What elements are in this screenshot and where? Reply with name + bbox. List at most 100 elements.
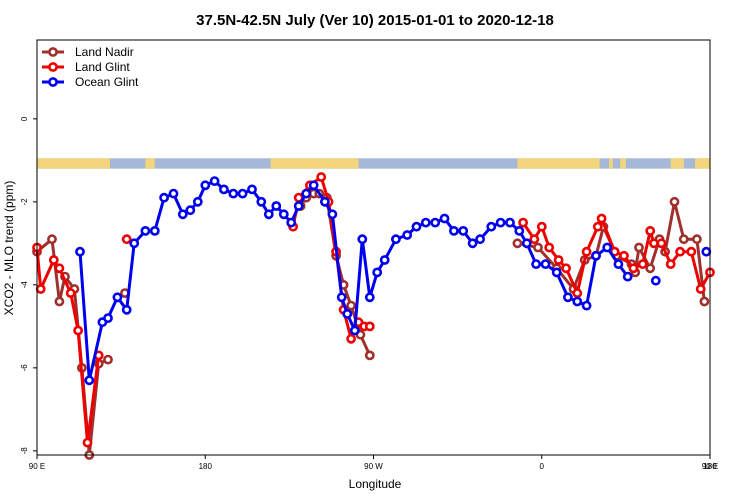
x-tick-label: 90 E (29, 462, 45, 471)
data-point (420, 217, 431, 228)
data-point (390, 234, 401, 245)
data-point (411, 221, 422, 232)
data-point (47, 234, 57, 245)
x-tick-label: 180 (703, 462, 717, 471)
y-tick-label: -6 (20, 364, 29, 372)
data-point (686, 246, 697, 257)
data-point (349, 325, 360, 336)
data-point (592, 221, 603, 232)
data-point (327, 209, 338, 220)
x-tick-label: 180 (199, 462, 213, 471)
land-patch (145, 158, 155, 169)
legend-item: Ocean Glint (42, 75, 139, 89)
data-point (228, 188, 239, 199)
ocean-strip (37, 158, 710, 169)
data-point (645, 263, 656, 274)
data-point (551, 267, 562, 278)
data-point (536, 221, 547, 232)
series-line (35, 247, 101, 445)
data-point (372, 267, 383, 278)
data-point (308, 180, 319, 191)
x-tick-label: 0 (540, 462, 545, 471)
data-point (293, 201, 304, 211)
data-point (168, 188, 179, 199)
data-point (129, 238, 140, 249)
y-tick-label: -2 (20, 198, 29, 206)
land-patch (620, 158, 626, 169)
land-patch (517, 158, 600, 169)
data-point (140, 225, 151, 236)
data-point (149, 225, 160, 236)
chart-title: 37.5N-42.5N July (Ver 10) 2015-01-01 to … (196, 12, 554, 29)
x-tick-label: 90 E (702, 462, 718, 471)
land-patch (37, 158, 110, 169)
data-point (342, 308, 353, 319)
data-point (84, 375, 95, 386)
data-point (521, 238, 532, 249)
data-point (591, 250, 601, 261)
series-land-glint (32, 172, 715, 448)
data-point (669, 196, 680, 207)
data-point (75, 246, 85, 257)
y-axis-label: XCO2 - MLO trend (ppm) (2, 181, 16, 316)
data-point (121, 234, 132, 245)
legend-item: Land Nadir (42, 45, 134, 59)
data-point (656, 238, 667, 249)
data-point (533, 242, 543, 253)
data-point (263, 209, 274, 220)
series-layer (32, 172, 715, 460)
data-point (65, 288, 76, 298)
legend-label: Land Nadir (75, 45, 134, 59)
data-point (619, 250, 629, 261)
data-point (192, 196, 203, 207)
data-point (185, 205, 196, 216)
data-point (379, 255, 390, 265)
data-point (346, 300, 356, 311)
data-point (514, 225, 525, 236)
data-point (402, 230, 413, 240)
series-ocean-glint (75, 176, 712, 386)
x-axis-label: Longitude (349, 477, 402, 491)
data-point (82, 437, 93, 448)
data-point (439, 213, 450, 224)
data-point (634, 242, 644, 253)
data-point (602, 242, 613, 253)
legend-marker (48, 77, 58, 87)
data-point (35, 284, 46, 294)
data-point (364, 350, 375, 361)
data-point (701, 246, 712, 257)
land-patch (695, 158, 710, 169)
data-point (563, 292, 573, 303)
data-point (237, 188, 248, 199)
data-point (301, 188, 312, 199)
data-point (518, 217, 528, 228)
y-axis: 0 -2 -4 -6 -8 (20, 116, 37, 454)
data-point (271, 201, 282, 211)
data-point (699, 296, 710, 307)
data-point (572, 288, 583, 298)
series-line (521, 217, 712, 295)
data-point (364, 292, 375, 303)
data-point (486, 221, 497, 232)
legend-label: Ocean Glint (75, 75, 139, 89)
data-point (218, 184, 229, 195)
y-tick-label: 0 (20, 116, 29, 121)
data-point (286, 217, 297, 228)
data-point (475, 234, 485, 245)
data-point (692, 234, 702, 245)
land-patch (609, 158, 613, 169)
data-point (467, 238, 478, 249)
data-point (613, 259, 624, 269)
data-point (103, 313, 113, 323)
data-point (448, 225, 459, 236)
data-point (529, 234, 540, 245)
data-point (596, 213, 607, 224)
data-point (121, 304, 132, 315)
data-point (458, 225, 469, 236)
x-tick-label: 90 W (364, 462, 383, 471)
data-point (200, 180, 211, 191)
data-point (177, 209, 188, 220)
data-point (622, 271, 633, 282)
y-tick-label: -8 (20, 447, 29, 455)
